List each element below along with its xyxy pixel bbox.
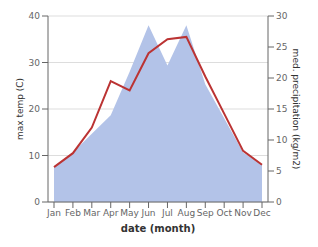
svg-text:Mar: Mar bbox=[83, 208, 100, 218]
svg-text:Jul: Jul bbox=[161, 208, 173, 218]
svg-text:0: 0 bbox=[34, 197, 40, 207]
svg-text:Nov: Nov bbox=[234, 208, 252, 218]
svg-text:10: 10 bbox=[276, 135, 288, 145]
svg-text:20: 20 bbox=[29, 104, 41, 114]
svg-text:5: 5 bbox=[276, 166, 282, 176]
svg-text:Oct: Oct bbox=[216, 208, 232, 218]
svg-text:date (month): date (month) bbox=[121, 223, 195, 234]
svg-text:40: 40 bbox=[29, 11, 41, 21]
svg-text:30: 30 bbox=[29, 58, 41, 68]
svg-text:Sep: Sep bbox=[197, 208, 214, 218]
svg-text:med. precipitation (kg/m2): med. precipitation (kg/m2) bbox=[291, 49, 301, 170]
svg-text:20: 20 bbox=[276, 73, 288, 83]
svg-text:25: 25 bbox=[276, 42, 287, 52]
svg-text:May: May bbox=[120, 208, 139, 218]
svg-text:Feb: Feb bbox=[65, 208, 81, 218]
svg-text:Jun: Jun bbox=[141, 208, 156, 218]
svg-text:Aug: Aug bbox=[178, 208, 196, 218]
svg-text:10: 10 bbox=[29, 151, 41, 161]
svg-text:30: 30 bbox=[276, 11, 288, 21]
svg-text:Jan: Jan bbox=[46, 208, 61, 218]
svg-text:0: 0 bbox=[276, 197, 282, 207]
svg-text:Apr: Apr bbox=[103, 208, 119, 218]
svg-text:max temp (C): max temp (C) bbox=[15, 78, 25, 140]
svg-text:15: 15 bbox=[276, 104, 287, 114]
svg-text:Dec: Dec bbox=[253, 208, 270, 218]
